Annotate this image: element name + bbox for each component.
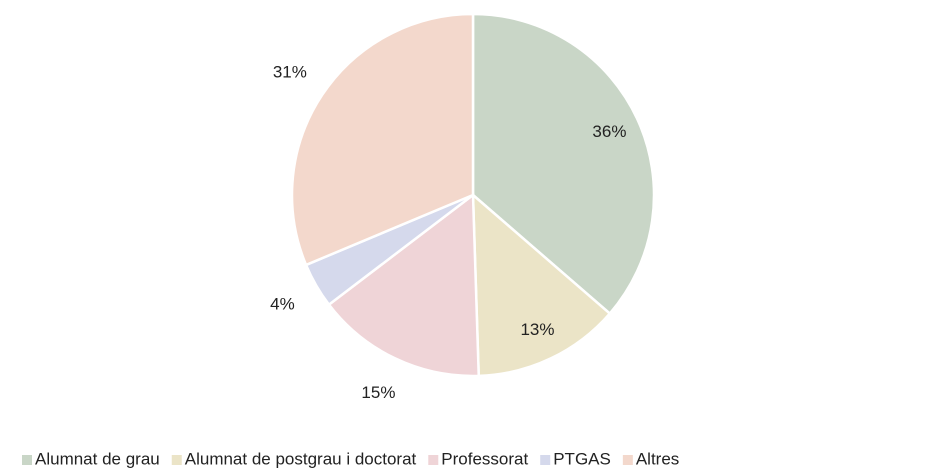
legend-swatch	[22, 455, 32, 465]
pie-slice	[290, 12, 475, 267]
pie-slice	[471, 12, 656, 316]
data-label: 31%	[273, 63, 307, 82]
pie-slice	[471, 192, 612, 378]
legend-label: Alumnat de grau	[35, 449, 160, 468]
legend-swatch	[428, 455, 439, 465]
data-label: 4%	[270, 294, 295, 313]
legend-swatch	[622, 455, 633, 465]
legend-label: Professorat	[441, 449, 528, 468]
legend-swatch	[171, 455, 182, 465]
legend-label: Alumnat de postgrau i doctorat	[185, 449, 417, 468]
data-label: 13%	[520, 320, 554, 339]
data-label: 36%	[592, 122, 626, 141]
pie-slice	[327, 192, 481, 378]
data-label: 15%	[361, 383, 395, 402]
legend-label: Altres	[636, 449, 679, 468]
legend-swatch	[540, 455, 551, 465]
legend-label: PTGAS	[553, 449, 611, 468]
